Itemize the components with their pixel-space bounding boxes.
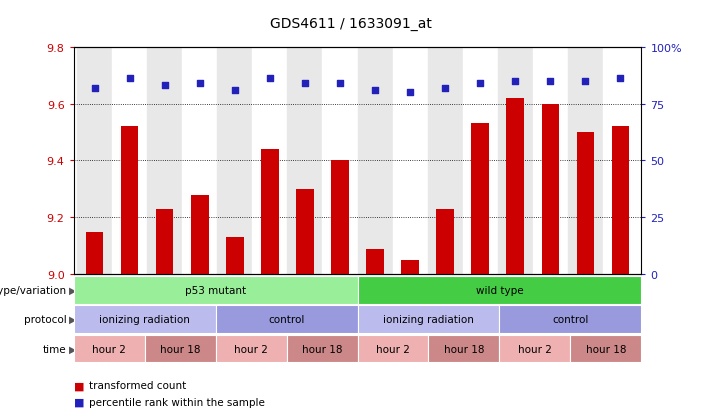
Point	[615, 76, 626, 83]
Text: GDS4611 / 1633091_at: GDS4611 / 1633091_at	[270, 17, 431, 31]
Text: ■: ■	[74, 380, 84, 390]
Text: ■: ■	[74, 397, 84, 407]
Point	[334, 81, 346, 87]
Bar	[428, 47, 463, 275]
Bar	[287, 47, 322, 275]
Bar	[121, 127, 139, 275]
Point	[264, 76, 275, 83]
Bar	[77, 47, 112, 275]
Point	[545, 78, 556, 85]
Text: ▶: ▶	[69, 285, 77, 295]
Text: control: control	[268, 314, 305, 325]
Bar	[577, 133, 594, 275]
Bar	[506, 99, 524, 275]
Text: protocol: protocol	[24, 314, 67, 325]
Bar	[252, 47, 287, 275]
Point	[475, 81, 486, 87]
Text: hour 2: hour 2	[518, 344, 552, 354]
Point	[89, 85, 100, 92]
Bar	[156, 209, 174, 275]
Text: transformed count: transformed count	[89, 380, 186, 390]
Point	[369, 88, 381, 94]
Point	[194, 81, 205, 87]
Text: percentile rank within the sample: percentile rank within the sample	[89, 397, 265, 407]
Text: ionizing radiation: ionizing radiation	[383, 314, 474, 325]
Point	[440, 85, 451, 92]
Point	[299, 81, 311, 87]
Bar	[182, 47, 217, 275]
Bar	[463, 47, 498, 275]
Text: control: control	[552, 314, 589, 325]
Bar	[322, 47, 358, 275]
Text: wild type: wild type	[476, 285, 523, 295]
Bar	[191, 195, 209, 275]
Bar	[297, 190, 314, 275]
Text: hour 18: hour 18	[585, 344, 626, 354]
Text: time: time	[43, 344, 67, 354]
Text: p53 mutant: p53 mutant	[185, 285, 246, 295]
Text: ▶: ▶	[69, 344, 77, 354]
Bar	[112, 47, 147, 275]
Point	[124, 76, 135, 83]
Bar	[603, 47, 638, 275]
Point	[580, 78, 591, 85]
Text: hour 18: hour 18	[160, 344, 200, 354]
Bar	[261, 150, 278, 275]
Bar	[402, 261, 419, 275]
Text: hour 18: hour 18	[444, 344, 484, 354]
Text: hour 18: hour 18	[301, 344, 342, 354]
Bar	[542, 104, 559, 275]
Text: hour 2: hour 2	[376, 344, 410, 354]
Text: hour 2: hour 2	[92, 344, 126, 354]
Bar	[358, 47, 393, 275]
Bar	[436, 209, 454, 275]
Bar	[471, 124, 489, 275]
Point	[229, 88, 240, 94]
Bar	[217, 47, 252, 275]
Point	[404, 90, 416, 96]
Bar	[367, 249, 384, 275]
Bar	[568, 47, 603, 275]
Bar	[86, 232, 104, 275]
Text: genotype/variation: genotype/variation	[0, 285, 67, 295]
Bar	[226, 238, 244, 275]
Bar	[332, 161, 349, 275]
Bar	[498, 47, 533, 275]
Bar	[612, 127, 629, 275]
Text: ▶: ▶	[69, 314, 77, 325]
Bar	[147, 47, 182, 275]
Point	[510, 78, 521, 85]
Bar	[533, 47, 568, 275]
Point	[159, 83, 170, 90]
Bar	[393, 47, 428, 275]
Text: hour 2: hour 2	[234, 344, 268, 354]
Text: ionizing radiation: ionizing radiation	[99, 314, 190, 325]
